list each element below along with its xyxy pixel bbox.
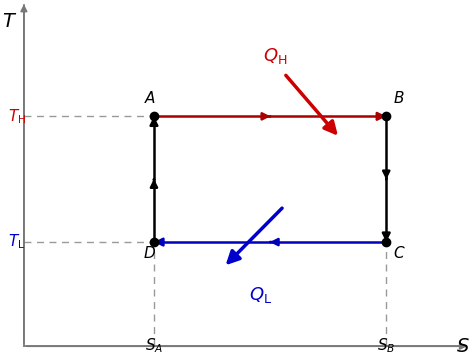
Text: $Q_\mathrm{L}$: $Q_\mathrm{L}$ — [249, 285, 273, 305]
Text: $C$: $C$ — [393, 245, 406, 261]
Text: $S$: $S$ — [456, 337, 470, 356]
Text: $T_\mathrm{L}$: $T_\mathrm{L}$ — [8, 233, 25, 252]
Text: $T_\mathrm{H}$: $T_\mathrm{H}$ — [8, 107, 26, 126]
Text: $Q_\mathrm{H}$: $Q_\mathrm{H}$ — [263, 46, 287, 66]
Text: $A$: $A$ — [144, 89, 156, 106]
Text: $S_A$: $S_A$ — [145, 337, 163, 355]
Text: $D$: $D$ — [143, 245, 156, 261]
Text: $S_B$: $S_B$ — [377, 337, 395, 355]
Text: $T$: $T$ — [2, 12, 18, 31]
Text: $B$: $B$ — [393, 89, 405, 106]
